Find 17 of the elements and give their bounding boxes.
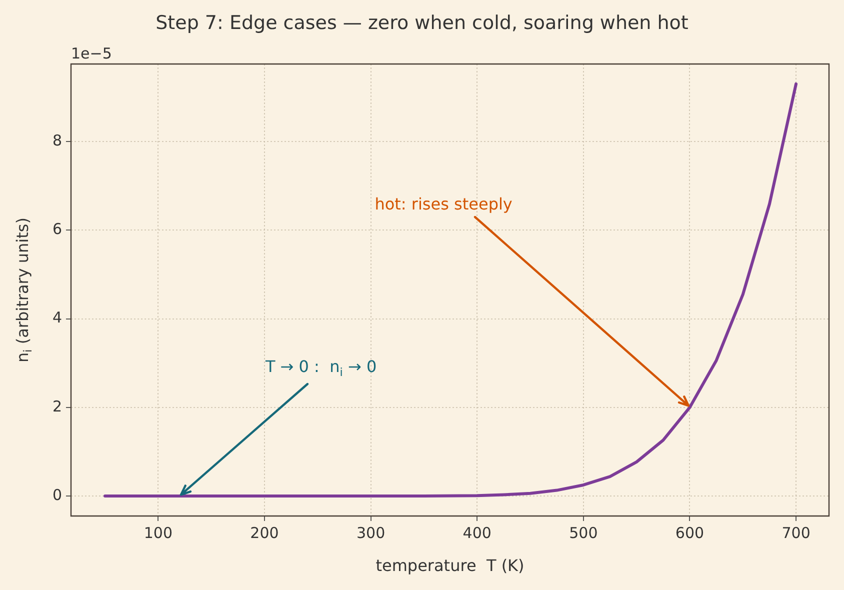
annotation: hot: rises steeply [374, 194, 512, 214]
x-axis-title: temperature T (K) [376, 556, 524, 576]
y-axis-title: ni (arbitrary units) [13, 218, 35, 362]
chart-title: Step 7: Edge cases — zero when cold, soaring when hot [156, 12, 688, 34]
y-tick-label: 4 [52, 308, 62, 327]
y-tick-label: 6 [52, 220, 62, 238]
y-tick-label: 8 [52, 131, 62, 150]
x-tick-label: 100 [144, 524, 172, 542]
x-tick-label: 200 [250, 524, 279, 542]
text: 1e−5 [71, 44, 112, 62]
x-tick-label: 600 [675, 524, 704, 542]
y-tick-label: 0 [52, 486, 62, 504]
x-tick-label: 700 [782, 524, 810, 542]
x-tick-label: 500 [569, 524, 598, 542]
y-tick-label: 2 [52, 397, 62, 416]
x-tick-label: 400 [462, 524, 492, 542]
x-tick-label: 300 [356, 524, 386, 542]
